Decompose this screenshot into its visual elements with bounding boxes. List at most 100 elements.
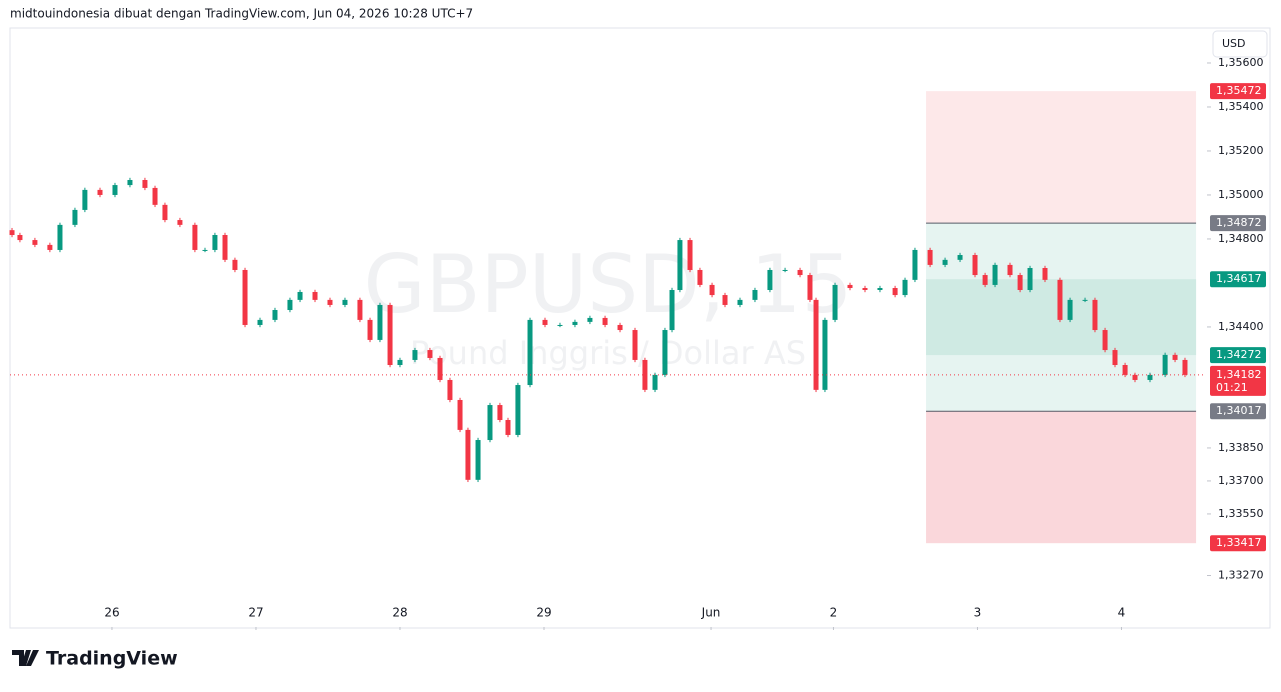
candle-body [127,180,133,186]
y-tick-label: 1,35600 [1218,56,1264,69]
candle-body [1102,330,1108,351]
candle-body [82,189,88,210]
candle-body [1162,354,1168,375]
price-label: 1,35472 [1216,84,1262,97]
candle-body [957,255,963,260]
y-tick-label: 1,34400 [1218,320,1264,333]
candle-body [327,299,333,305]
candle-body [767,269,773,290]
candle-body [587,317,593,322]
candle-body [927,249,933,265]
y-tick-label: 1,35400 [1218,100,1264,113]
candle-body [752,289,758,300]
candle-body [497,405,503,421]
last-price-label: 1,34182 [1216,368,1262,381]
candle-body [572,321,578,325]
candle-body [662,330,668,375]
price-label-box [1210,347,1266,364]
candle-body [447,379,453,400]
candle-body [832,284,838,320]
watermark: GBPUSD, 15 [364,238,853,331]
candle-body [992,264,998,285]
candle-body [47,244,53,250]
candle-body [162,204,168,221]
price-label: 1,34272 [1216,348,1262,361]
candle-body [652,374,658,390]
candle-body [862,288,868,290]
candle-body [367,319,373,340]
candle-body [437,357,443,380]
candle-body [222,234,228,260]
price-label-box [1210,83,1266,100]
candle-body [642,359,648,390]
candle-body [813,299,819,390]
candle-body [487,405,493,441]
candle-body [697,269,703,285]
candle-body [557,324,563,326]
x-tick-label: Jun [701,606,721,620]
candle-body [297,291,303,300]
candle-body [1122,365,1128,375]
candle-body [272,310,278,320]
currency-button[interactable] [1212,30,1268,58]
candle-body [257,319,263,325]
x-tick-label: 29 [536,606,551,620]
candle-body [942,259,948,265]
candle-body [1147,374,1153,380]
candle-body [982,275,988,285]
candle-body [57,224,63,250]
candle-body [342,299,348,305]
logo-text: TradingView [46,648,178,670]
position-zone [926,91,1197,224]
countdown: 01:21 [1216,381,1248,394]
candle-body [192,224,198,250]
currency: USD [1222,37,1246,50]
x-tick-label: 2 [830,606,838,620]
candle-body [632,330,638,360]
price-label-box [1210,535,1266,552]
candle-body [807,275,813,300]
candle-body [412,350,418,360]
candle-body [505,420,511,435]
y-tick-label: 1,35200 [1218,144,1264,157]
candle-body [212,234,218,250]
price-label: 1,33417 [1216,536,1262,549]
price-label: 1,34872 [1216,216,1262,229]
candle-body [902,279,908,296]
candle-body [1112,350,1118,366]
y-tick-label: 1,33550 [1218,507,1264,520]
price-label-box [1210,403,1266,420]
candle-body [737,299,743,305]
candle-body [357,299,363,320]
candle-body [287,299,293,311]
candle-body [782,269,788,271]
candle-body [527,319,533,386]
candle-body [72,209,78,225]
candle-body [669,289,675,331]
last-price-box [1210,365,1266,396]
candle-body [687,240,693,270]
y-tick-label: 1,34800 [1218,232,1264,245]
candle-body [515,385,521,435]
attribution: midtouindonesia dibuat dengan TradingVie… [10,7,473,21]
candle-body [542,319,548,325]
candle-body [892,288,898,296]
x-tick-label: 4 [1118,606,1126,620]
candle-body [427,350,433,358]
candle-body [617,324,623,331]
candle-body [397,359,403,366]
logo-icon [12,650,39,666]
candle-body [177,220,183,225]
candle-body [465,429,471,480]
y-tick-label: 1,33850 [1218,441,1264,454]
y-tick-label: 1,33270 [1218,569,1264,582]
candle-body [1067,299,1073,320]
x-tick-label: 26 [104,606,119,620]
position-zone [926,411,1197,544]
price-label: 1,34017 [1216,404,1262,417]
candle-body [1132,374,1138,380]
candle-body [1092,299,1098,331]
candle-body [377,304,383,340]
candle-body [972,255,978,276]
